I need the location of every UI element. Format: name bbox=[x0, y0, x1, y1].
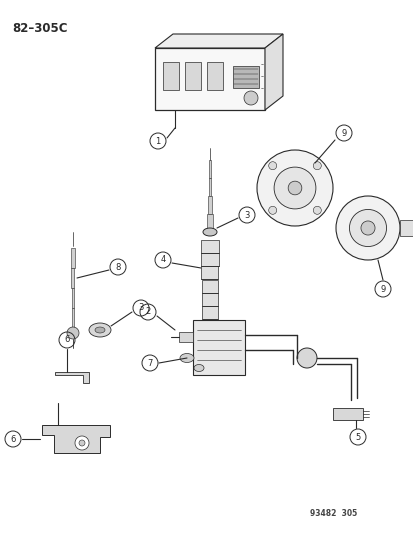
Text: 3: 3 bbox=[138, 303, 143, 312]
Polygon shape bbox=[264, 34, 282, 110]
FancyBboxPatch shape bbox=[201, 280, 218, 293]
Text: 5: 5 bbox=[354, 432, 360, 441]
FancyBboxPatch shape bbox=[207, 214, 212, 232]
Ellipse shape bbox=[202, 228, 216, 236]
Text: 93482  305: 93482 305 bbox=[309, 509, 356, 518]
Text: 4: 4 bbox=[160, 255, 165, 264]
FancyBboxPatch shape bbox=[71, 248, 75, 268]
Text: 82–305C: 82–305C bbox=[12, 22, 67, 35]
Text: 9: 9 bbox=[341, 128, 346, 138]
FancyBboxPatch shape bbox=[208, 178, 211, 196]
Polygon shape bbox=[154, 34, 282, 48]
FancyBboxPatch shape bbox=[206, 62, 223, 90]
Ellipse shape bbox=[89, 323, 111, 337]
FancyBboxPatch shape bbox=[399, 220, 413, 236]
Circle shape bbox=[79, 440, 85, 446]
FancyBboxPatch shape bbox=[71, 268, 74, 288]
Ellipse shape bbox=[180, 353, 194, 362]
Text: 1: 1 bbox=[155, 136, 160, 146]
Circle shape bbox=[335, 196, 399, 260]
Circle shape bbox=[243, 91, 257, 105]
Text: 8: 8 bbox=[115, 262, 121, 271]
Circle shape bbox=[268, 206, 276, 214]
FancyBboxPatch shape bbox=[192, 320, 244, 375]
Circle shape bbox=[313, 206, 320, 214]
FancyBboxPatch shape bbox=[209, 160, 210, 178]
Circle shape bbox=[313, 161, 320, 169]
Text: 9: 9 bbox=[380, 285, 385, 294]
FancyBboxPatch shape bbox=[332, 408, 362, 420]
Ellipse shape bbox=[95, 327, 105, 333]
Circle shape bbox=[67, 327, 79, 339]
Text: 2: 2 bbox=[145, 308, 150, 317]
Circle shape bbox=[256, 150, 332, 226]
FancyBboxPatch shape bbox=[185, 62, 201, 90]
Text: 6: 6 bbox=[10, 434, 16, 443]
Ellipse shape bbox=[194, 365, 204, 372]
Circle shape bbox=[75, 436, 89, 450]
Polygon shape bbox=[55, 372, 89, 383]
FancyBboxPatch shape bbox=[72, 308, 74, 328]
Text: 6: 6 bbox=[64, 335, 69, 344]
FancyBboxPatch shape bbox=[202, 293, 218, 306]
FancyBboxPatch shape bbox=[154, 48, 264, 110]
FancyBboxPatch shape bbox=[202, 306, 217, 319]
Text: 3: 3 bbox=[244, 211, 249, 220]
FancyBboxPatch shape bbox=[201, 266, 218, 279]
FancyBboxPatch shape bbox=[201, 253, 218, 266]
Circle shape bbox=[349, 209, 386, 247]
Circle shape bbox=[287, 181, 301, 195]
Circle shape bbox=[273, 167, 315, 209]
Circle shape bbox=[360, 221, 374, 235]
Circle shape bbox=[268, 161, 276, 169]
Circle shape bbox=[296, 348, 316, 368]
FancyBboxPatch shape bbox=[208, 196, 211, 214]
Text: 7: 7 bbox=[147, 359, 152, 367]
Polygon shape bbox=[42, 425, 110, 453]
FancyBboxPatch shape bbox=[201, 240, 218, 253]
FancyBboxPatch shape bbox=[233, 66, 259, 88]
FancyBboxPatch shape bbox=[178, 332, 192, 342]
FancyBboxPatch shape bbox=[163, 62, 178, 90]
FancyBboxPatch shape bbox=[71, 288, 74, 308]
